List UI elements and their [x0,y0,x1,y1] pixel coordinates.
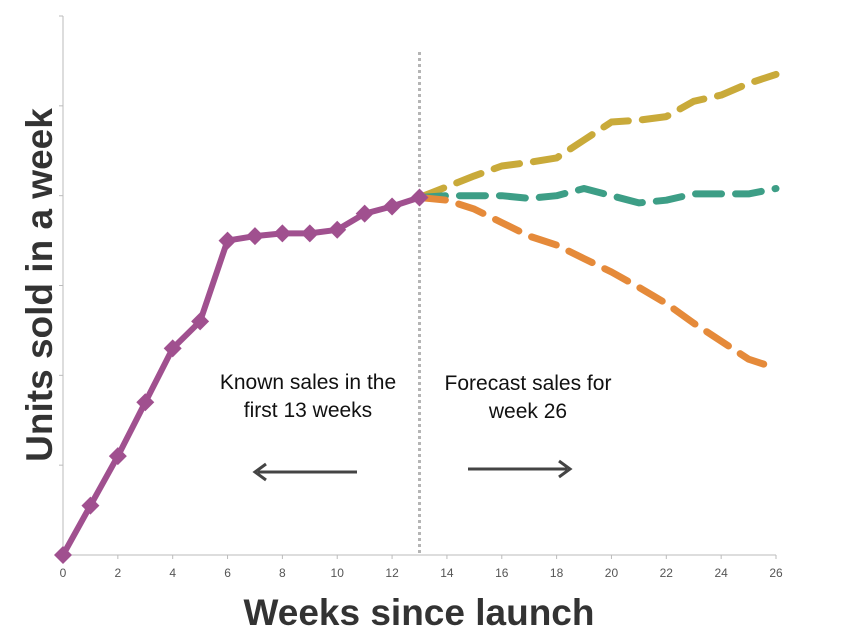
x-tick-label: 20 [605,566,619,580]
known-sales-marker [300,224,319,243]
forecast-series-line [416,70,780,201]
y-axis-title: Units sold in a week [19,108,60,462]
known-sales-marker [163,339,182,358]
x-tick-label: 14 [440,566,454,580]
axes [59,15,776,556]
known-sales-marker [108,447,127,466]
forecast-series-line [416,194,780,372]
known-sales-marker [410,188,429,207]
x-ticks: 0 2 4 6 8 10 12 14 16 18 20 22 24 26 [60,555,783,580]
x-tick-label: 24 [714,566,728,580]
x-tick-label: 10 [331,566,345,580]
known-sales-marker [81,496,100,515]
x-tick-label: 18 [550,566,564,580]
known-sales-marker [328,220,347,239]
x-tick-label: 16 [495,566,509,580]
arrow-left-head [252,462,267,482]
x-tick-label: 4 [169,566,176,580]
known-sales-marker [191,312,210,331]
annotation-arrows [252,459,573,482]
known-sales-marker [54,546,72,564]
x-tick-label: 0 [60,566,67,580]
x-tick-label: 12 [385,566,399,580]
known-sales-marker [245,227,264,246]
x-tick-label: 6 [224,566,231,580]
x-tick-label: 22 [660,566,674,580]
series-group [54,70,780,564]
x-axis-title: Weeks since launch [244,592,595,633]
known-sales-marker [218,231,237,250]
x-tick-label: 8 [279,566,286,580]
annotation-known-sales: Known sales in the first 13 weeks [219,371,397,422]
known-sales-marker [383,197,402,216]
known-sales-marker [136,393,155,412]
known-sales-marker [355,204,374,223]
forecast-series-line [416,185,780,207]
known-sales-marker [273,224,292,243]
x-tick-label: 26 [769,566,783,580]
x-tick-label: 2 [115,566,122,580]
annotation-forecast-sales: Forecast sales for week 26 [444,372,612,423]
arrow-right-head [558,459,573,479]
